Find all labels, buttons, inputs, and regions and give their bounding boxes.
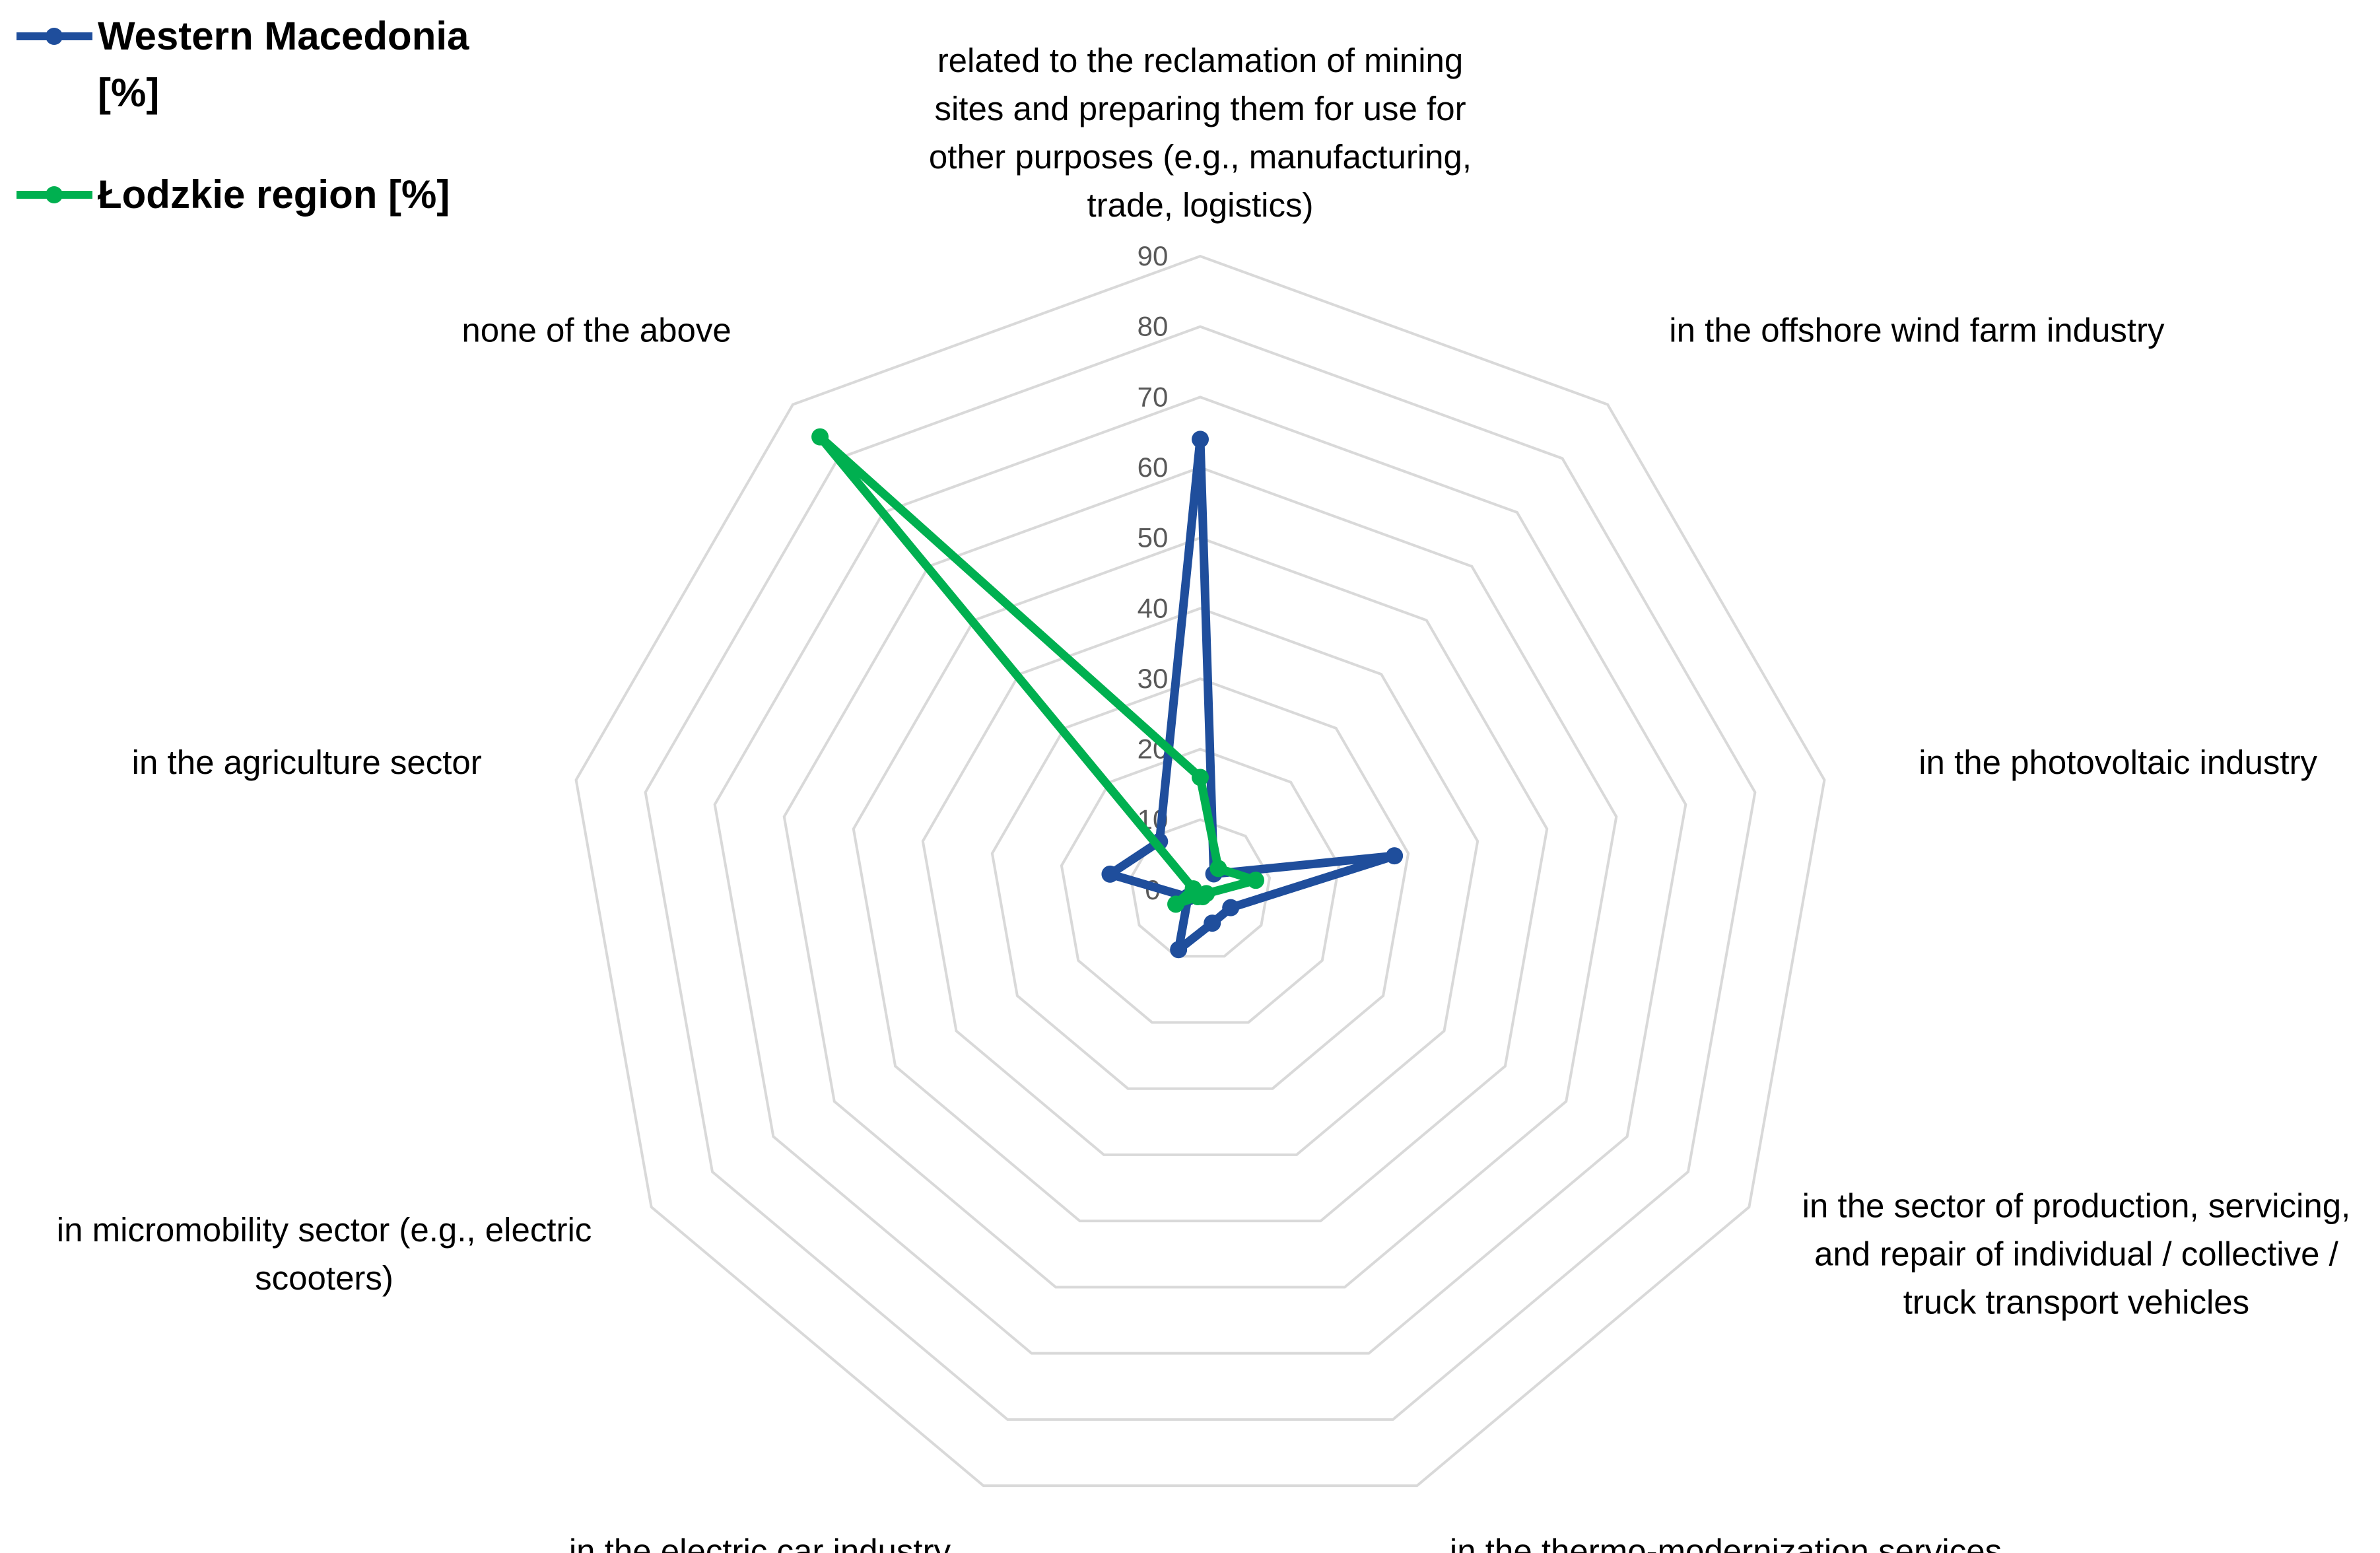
category-label-line: none of the above — [461, 312, 731, 349]
data-point — [1167, 895, 1185, 913]
tick-label: 50 — [1138, 522, 1169, 553]
data-point — [1247, 872, 1265, 889]
category-label-line: in micromobility sector (e.g., electric — [57, 1211, 592, 1249]
category-label-line: sites and preparing them for use for — [934, 90, 1466, 127]
legend-swatch-marker — [46, 28, 63, 45]
category-label: in micromobility sector (e.g., electric s… — [57, 1211, 592, 1297]
tick-label: 40 — [1138, 592, 1169, 623]
tick-label: 30 — [1138, 663, 1169, 694]
legend-label: Łodzkie region [%] — [98, 172, 450, 217]
grid-ring — [782, 466, 1618, 1289]
category-label: in the electric car industry — [569, 1532, 951, 1553]
data-point — [1170, 941, 1188, 959]
category-label-line: in the sector of production, servicing, — [1802, 1187, 2351, 1225]
grid-ring — [574, 254, 1826, 1488]
data-point — [1209, 860, 1227, 878]
data-series — [811, 428, 1404, 959]
category-label-line: in the offshore wind farm industry — [1669, 312, 2165, 349]
legend-label-line: Łodzkie region [%] — [98, 172, 450, 217]
category-label: in the thermo-modernization services — [1450, 1532, 2002, 1553]
data-point — [811, 428, 829, 446]
category-label: related to the reclamation of mining site… — [929, 42, 1472, 224]
category-label-line: scooters) — [255, 1259, 393, 1297]
grid — [574, 254, 1826, 1488]
category-label-line: truck transport vehicles — [1903, 1284, 2249, 1321]
category-label-line: other purposes (e.g., manufacturing, — [929, 138, 1472, 176]
tick-label: 70 — [1138, 381, 1169, 412]
grid-ring — [1060, 747, 1341, 1024]
data-point — [1101, 865, 1119, 883]
data-point — [1386, 847, 1404, 865]
data-point — [1184, 880, 1202, 898]
grid-ring — [644, 325, 1757, 1421]
data-point — [1204, 915, 1221, 932]
data-point — [1222, 899, 1240, 916]
legend-item: Łodzkie region [%] — [17, 172, 450, 217]
category-label: none of the above — [461, 312, 731, 349]
tick-label: 90 — [1138, 240, 1169, 271]
category-label: in the sector of production, servicing, a… — [1802, 1187, 2351, 1321]
grid-ring — [713, 396, 1687, 1355]
category-label-line: trade, logistics) — [1087, 186, 1314, 224]
legend-label: Western Macedonia [%] — [98, 14, 469, 115]
data-point — [1192, 431, 1209, 448]
category-label-line: in the thermo-modernization services — [1450, 1532, 2002, 1553]
tick-label: 60 — [1138, 452, 1169, 483]
category-label-line: in the agriculture sector — [132, 743, 482, 781]
legend-swatch-marker — [46, 186, 63, 203]
category-label-line: in the electric car industry — [569, 1532, 951, 1553]
grid-ring — [990, 677, 1410, 1090]
legend-item: Western Macedonia [%] — [17, 14, 469, 115]
category-label: in the photovoltaic industry — [1919, 743, 2317, 781]
legend: Western Macedonia [%] Łodzkie region [%] — [17, 14, 469, 217]
legend-label-line: Western Macedonia — [98, 14, 469, 58]
category-labels: related to the reclamation of mining site… — [57, 42, 2350, 1553]
legend-label-line: [%] — [98, 71, 159, 115]
grid-ring — [921, 607, 1479, 1156]
category-label-line: related to the reclamation of mining — [937, 42, 1464, 79]
series-1 — [811, 428, 1265, 913]
series-line — [1105, 434, 1399, 954]
category-label-line: in the photovoltaic industry — [1919, 743, 2317, 781]
grid-ring — [852, 536, 1549, 1223]
category-label: in the offshore wind farm industry — [1669, 312, 2165, 349]
category-label: in the agriculture sector — [132, 743, 482, 781]
tick-label: 80 — [1138, 311, 1169, 342]
category-label-line: and repair of individual / collective / — [1814, 1235, 2339, 1273]
data-point — [1192, 769, 1209, 786]
